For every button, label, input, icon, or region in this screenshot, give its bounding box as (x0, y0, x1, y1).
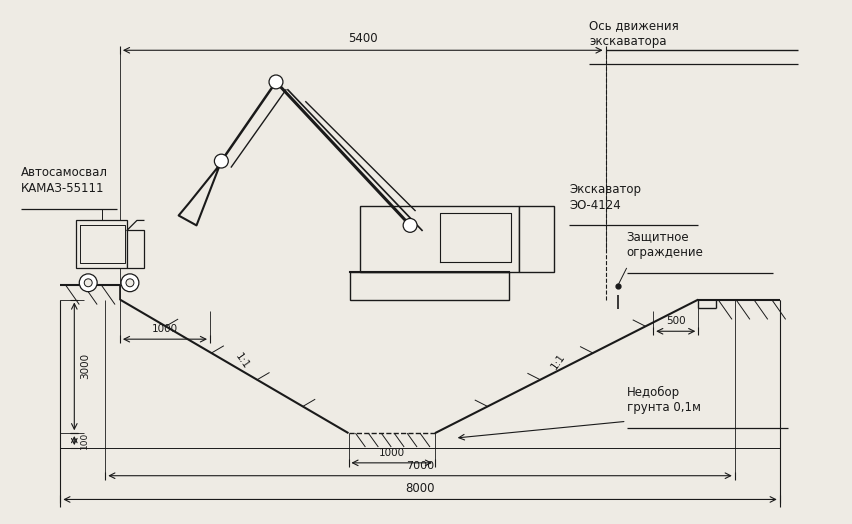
Text: 3000: 3000 (80, 353, 90, 379)
Text: Недобор: Недобор (627, 386, 680, 399)
Circle shape (79, 274, 97, 292)
Bar (360, 205, 520, 272)
Text: ограждение: ограждение (627, 246, 704, 259)
Text: Экскаватор: Экскаватор (569, 183, 641, 195)
Bar (520, 205, 554, 272)
Circle shape (121, 274, 139, 292)
Bar (77, 221, 127, 268)
Bar (127, 231, 144, 268)
Circle shape (403, 219, 417, 232)
Text: грунта 0,1м: грунта 0,1м (627, 401, 700, 414)
Text: 100: 100 (80, 432, 89, 449)
Text: КАМАЗ-55111: КАМАЗ-55111 (20, 182, 104, 195)
Circle shape (215, 154, 228, 168)
Text: Защитное: Защитное (627, 230, 689, 243)
Text: 1000: 1000 (378, 448, 405, 458)
Text: 500: 500 (666, 316, 686, 326)
Text: 1:1: 1:1 (550, 352, 567, 371)
Text: 1:1: 1:1 (233, 352, 251, 371)
Text: ЭО-4124: ЭО-4124 (569, 199, 621, 212)
Circle shape (84, 279, 92, 287)
Circle shape (126, 279, 134, 287)
Text: Автосамосвал: Автосамосвал (20, 166, 107, 179)
Text: 8000: 8000 (406, 482, 435, 495)
Circle shape (269, 75, 283, 89)
Text: экскаватора: экскаватора (589, 35, 666, 48)
Text: 7000: 7000 (406, 461, 435, 471)
Bar (350, 272, 509, 300)
Text: 5400: 5400 (348, 32, 377, 45)
Text: 1000: 1000 (152, 324, 178, 334)
Text: Ось движения: Ось движения (589, 19, 679, 32)
